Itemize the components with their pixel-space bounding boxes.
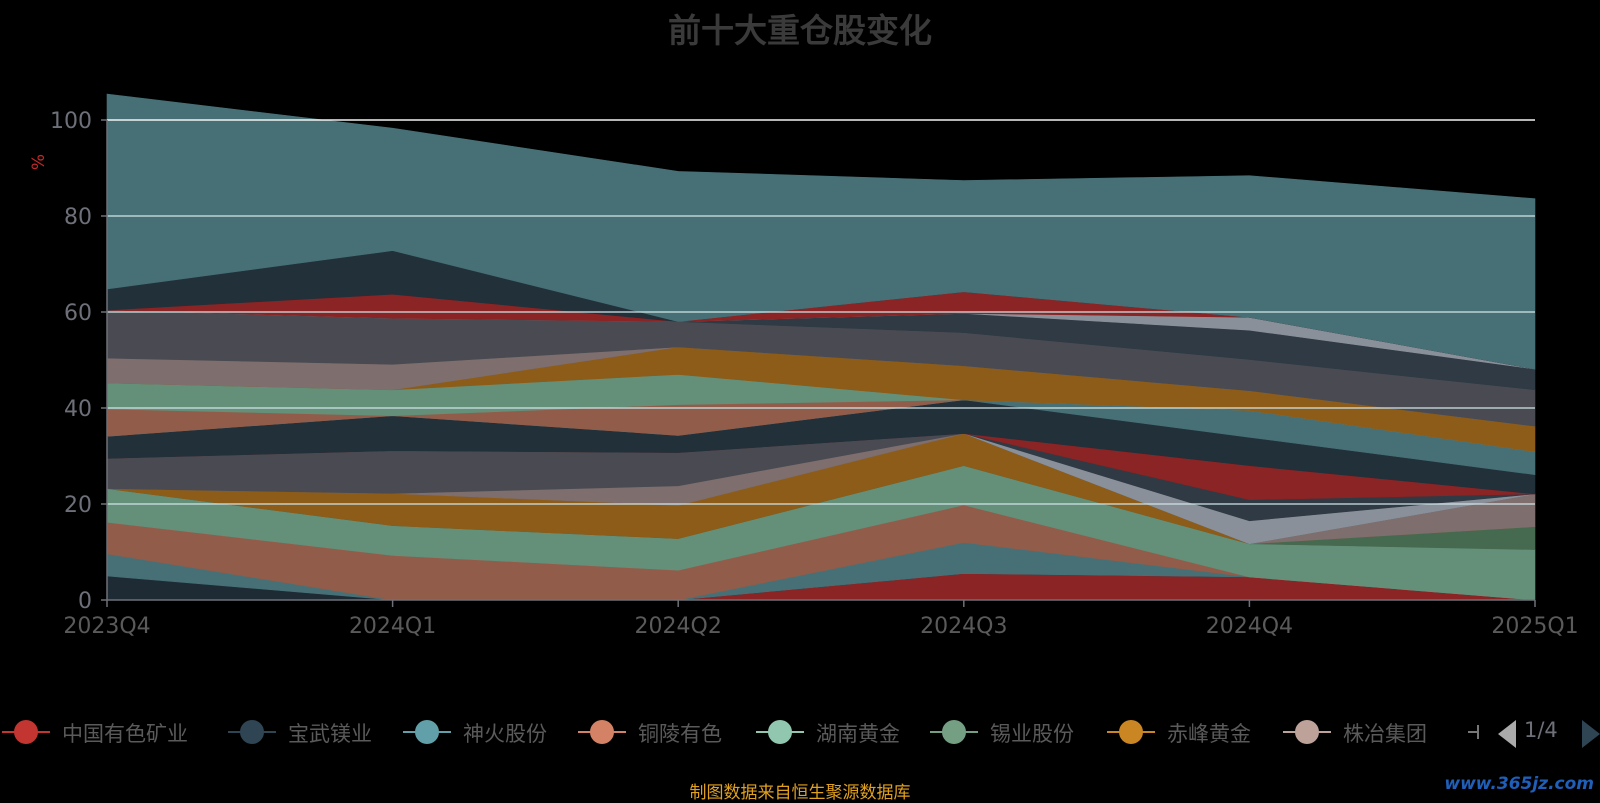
legend-circle-marker bbox=[240, 720, 264, 744]
x-tick-label: 2024Q4 bbox=[1206, 614, 1293, 639]
y-tick-label: 60 bbox=[64, 301, 92, 326]
x-tick-label: 2024Q1 bbox=[349, 614, 436, 639]
data-source-note: 制图数据来自恒生聚源数据库 bbox=[689, 783, 911, 803]
x-tick-label: 2024Q2 bbox=[635, 614, 722, 639]
legend-label: 神火股份 bbox=[463, 722, 547, 746]
legend-item[interactable]: 宝武镁业 bbox=[228, 712, 398, 752]
area-series-24 bbox=[106, 93, 1536, 370]
legend-pager: 1/4 bbox=[1462, 712, 1600, 752]
legend-label: 株冶集团 bbox=[1343, 722, 1427, 746]
legend-item[interactable]: 中国有色矿业 bbox=[2, 712, 188, 752]
area-layers bbox=[106, 93, 1536, 601]
stacked-area-chart: 0 20 40 60 80 100 2023Q4 2024Q1 2024Q2 2024Q3 2024… bbox=[29, 93, 1579, 639]
y-tick-label: 40 bbox=[64, 397, 92, 422]
watermark-logo: www.365jz.com bbox=[1444, 774, 1594, 794]
legend-label: 铜陵有色 bbox=[638, 722, 722, 746]
y-tick-label: 80 bbox=[64, 205, 92, 230]
legend-circle-marker bbox=[942, 720, 966, 744]
legend-label: 中国有色矿业 bbox=[62, 722, 188, 746]
x-tick-label: 2025Q1 bbox=[1491, 614, 1578, 639]
y-tick-label: 100 bbox=[50, 109, 92, 134]
legend-circle-marker bbox=[1119, 720, 1143, 744]
legend-item[interactable]: 湖南黄金 bbox=[756, 712, 926, 752]
legend-circle-marker bbox=[14, 720, 38, 744]
pager-divider-end bbox=[1477, 725, 1479, 739]
legend-next-page-button[interactable] bbox=[1582, 720, 1600, 748]
axes: 0 20 40 60 80 100 2023Q4 2024Q1 2024Q2 2024Q3 2024… bbox=[29, 109, 1579, 639]
pager-divider bbox=[1468, 731, 1478, 733]
legend-item[interactable]: 株冶集团 bbox=[1283, 712, 1453, 752]
y-axis-label: % bbox=[29, 154, 49, 170]
legend-prev-page-button[interactable] bbox=[1498, 720, 1516, 748]
legend-label: 宝武镁业 bbox=[288, 722, 372, 746]
x-tick-label: 2023Q4 bbox=[63, 614, 150, 639]
legend-circle-marker bbox=[415, 720, 439, 744]
legend-circle-marker bbox=[590, 720, 614, 744]
y-tick-label: 0 bbox=[78, 589, 92, 614]
y-tick-label: 20 bbox=[64, 493, 92, 518]
x-tick-label: 2024Q3 bbox=[920, 614, 1007, 639]
legend-page-indicator: 1/4 bbox=[1524, 718, 1558, 742]
legend-item[interactable]: 锡业股份 bbox=[930, 712, 1100, 752]
chart-title: 前十大重仓股变化 bbox=[668, 11, 932, 50]
legend-item[interactable]: 铜陵有色 bbox=[578, 712, 748, 752]
legend-label: 锡业股份 bbox=[990, 722, 1074, 746]
legend-item[interactable]: 赤峰黄金 bbox=[1107, 712, 1277, 752]
legend-circle-marker bbox=[768, 720, 792, 744]
legend-item[interactable]: 神火股份 bbox=[403, 712, 573, 752]
legend-label: 湖南黄金 bbox=[816, 722, 900, 746]
legend-label: 赤峰黄金 bbox=[1167, 722, 1251, 746]
legend-circle-marker bbox=[1295, 720, 1319, 744]
legend: 中国有色矿业 宝武镁业 神火股份 铜陵有色 湖南黄金 锡业股份 赤峰黄金 株冶集团 bbox=[0, 712, 1600, 752]
grid-lines bbox=[107, 119, 1535, 505]
